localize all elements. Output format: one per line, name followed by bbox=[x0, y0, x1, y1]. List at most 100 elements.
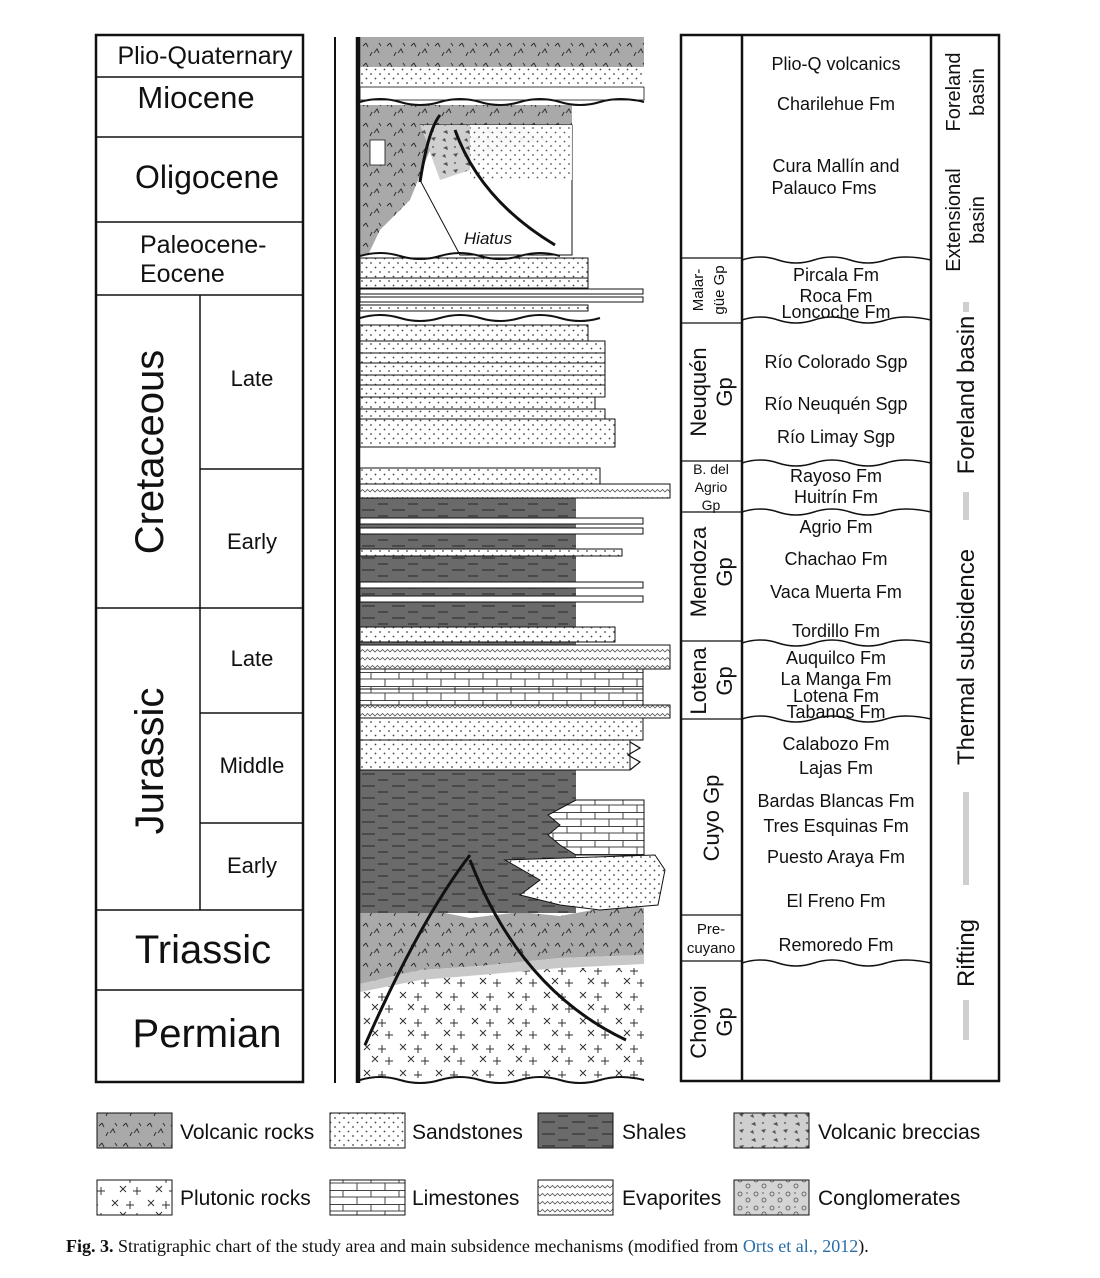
group-choiyoi-line1: Choiyoi bbox=[686, 985, 711, 1058]
age-paleocene-eocene-line2: Eocene bbox=[140, 260, 225, 288]
age-column bbox=[94, 33, 305, 1084]
mech-foreland-top-line2: basin bbox=[967, 68, 989, 116]
legend-label-conglomerates: Conglomerates bbox=[818, 1187, 960, 1210]
legend-label-limestones: Limestones bbox=[412, 1187, 519, 1210]
fm-puesto-araya: Puesto Araya Fm bbox=[767, 847, 905, 867]
legend-sandstones: Sandstones bbox=[329, 1112, 523, 1149]
caption-label: Fig. 3. bbox=[66, 1236, 114, 1256]
formation-labels: Plio-Q volcanics Charilehue Fm Cura Mall… bbox=[757, 54, 914, 955]
legend-volcanic-rocks: Volcanic rocks bbox=[96, 1112, 314, 1149]
fm-charilehue: Charilehue Fm bbox=[777, 94, 895, 114]
legend-plutonic-rocks: Plutonic rocks bbox=[96, 1179, 311, 1216]
age-labels: Plio-Quaternary Miocene Oligocene Paleoc… bbox=[117, 42, 293, 1056]
age-paleocene-eocene-line1: Paleocene- bbox=[140, 231, 266, 259]
legend-limestones: Limestones bbox=[329, 1179, 519, 1216]
legend-label-breccias: Volcanic breccias bbox=[818, 1121, 980, 1144]
mech-foreland-top-line1: Foreland bbox=[943, 53, 965, 132]
age-permian: Permian bbox=[133, 1012, 282, 1056]
fm-bardas-blancas: Bardas Blancas Fm bbox=[757, 791, 914, 811]
group-labels: Malar- güe Gp Neuquén Gp B. del Agrio Gp… bbox=[686, 265, 737, 1058]
group-choiyoi-line2: Gp bbox=[712, 1007, 737, 1036]
legend-evaporites: Evaporites bbox=[537, 1179, 721, 1216]
age-cretaceous: Cretaceous bbox=[128, 350, 172, 555]
group-malargue-line2: güe Gp bbox=[711, 265, 728, 314]
legend-swatch-conglomerates bbox=[733, 1179, 810, 1216]
legend-label-volcanic: Volcanic rocks bbox=[180, 1121, 314, 1144]
fm-tabanos: Tabanos Fm bbox=[786, 702, 885, 722]
fm-el-freno: El Freno Fm bbox=[786, 891, 885, 911]
fm-chachao: Chachao Fm bbox=[784, 549, 887, 569]
legend-label-shales: Shales bbox=[622, 1121, 686, 1144]
lithology-column: Hiatus bbox=[334, 37, 671, 1084]
age-jurassic-early: Early bbox=[227, 853, 277, 878]
fm-huitrin: Huitrín Fm bbox=[794, 487, 878, 507]
caption-end: ). bbox=[858, 1236, 869, 1256]
stratigraphic-chart: Plio-Quaternary Miocene Oligocene Paleoc… bbox=[94, 33, 1001, 1216]
mech-extensional-line1: Extensional bbox=[943, 168, 965, 271]
age-jurassic: Jurassic bbox=[128, 688, 172, 835]
age-jurassic-middle: Middle bbox=[220, 753, 285, 778]
legend-swatch-evaporites bbox=[537, 1179, 614, 1216]
legend-conglomerates: Conglomerates bbox=[733, 1179, 960, 1216]
age-miocene: Miocene bbox=[137, 80, 254, 115]
group-precuyano-line1: Pre- bbox=[697, 921, 725, 938]
caption-text: Stratigraphic chart of the study area an… bbox=[113, 1236, 743, 1256]
fm-rayoso: Rayoso Fm bbox=[790, 466, 882, 486]
fm-loncoche: Loncoche Fm bbox=[781, 302, 890, 322]
mech-rifting: Rifting bbox=[953, 919, 980, 987]
legend-label-evaporites: Evaporites bbox=[622, 1187, 721, 1210]
group-neuquen-line2: Gp bbox=[712, 377, 737, 406]
fm-cura-mallin-line2: Palauco Fms bbox=[771, 178, 876, 198]
fm-lotena: Lotena Fm bbox=[793, 686, 879, 706]
fm-rio-limay: Río Limay Sgp bbox=[777, 427, 895, 447]
fm-agrio: Agrio Fm bbox=[799, 517, 872, 537]
legend-swatch-sandstones bbox=[329, 1112, 406, 1149]
hiatus-label: Hiatus bbox=[464, 229, 513, 248]
fm-tordillo: Tordillo Fm bbox=[792, 621, 880, 641]
legend-swatch-breccias bbox=[733, 1112, 810, 1149]
legend-swatch-shales bbox=[537, 1112, 614, 1149]
legend-swatch-plutonic bbox=[96, 1179, 173, 1216]
mechanism-labels: Foreland basin Extensional basin Forelan… bbox=[943, 53, 989, 987]
fm-la-manga: La Manga Fm bbox=[780, 669, 891, 689]
group-neuquen-line1: Neuquén bbox=[686, 347, 711, 436]
legend-swatch-limestones bbox=[329, 1179, 406, 1216]
mech-extensional-line2: basin bbox=[967, 196, 989, 244]
age-plio-quaternary: Plio-Quaternary bbox=[117, 42, 293, 70]
fm-rio-neuquen: Río Neuquén Sgp bbox=[764, 394, 907, 414]
age-oligocene: Oligocene bbox=[135, 159, 279, 195]
fm-pircala: Pircala Fm bbox=[793, 265, 879, 285]
fm-vaca-muerta: Vaca Muerta Fm bbox=[770, 582, 902, 602]
figure-caption: Fig. 3. Stratigraphic chart of the study… bbox=[66, 1236, 1066, 1257]
fm-calabozo: Calabozo Fm bbox=[782, 734, 889, 754]
legend-label-sandstones: Sandstones bbox=[412, 1121, 523, 1144]
caption-reference-link[interactable]: Orts et al., 2012 bbox=[742, 1236, 859, 1256]
group-bagrio-line3: Gp bbox=[702, 497, 721, 513]
fm-plio-q: Plio-Q volcanics bbox=[771, 54, 900, 74]
fm-auquilco: Auquilco Fm bbox=[786, 648, 886, 668]
fm-lajas: Lajas Fm bbox=[799, 758, 873, 778]
mech-foreland-basin: Foreland basin bbox=[953, 316, 980, 475]
fm-roca: Roca Fm bbox=[799, 286, 872, 306]
legend-volcanic-breccias: Volcanic breccias bbox=[733, 1112, 980, 1149]
legend: Volcanic rocks Sandstones Shales Volcani… bbox=[96, 1112, 980, 1216]
age-jurassic-late: Late bbox=[231, 646, 274, 671]
age-cretaceous-early: Early bbox=[227, 529, 277, 554]
group-mendoza-line2: Gp bbox=[712, 557, 737, 586]
formation-table bbox=[679, 33, 1001, 1083]
group-bagrio-line2: Agrio bbox=[695, 479, 728, 495]
group-precuyano-line2: cuyano bbox=[687, 940, 735, 957]
group-lotena-line1: Lotena bbox=[686, 647, 711, 715]
legend-swatch-volcanic bbox=[96, 1112, 173, 1149]
fm-tres-esquinas: Tres Esquinas Fm bbox=[763, 816, 908, 836]
group-malargue-line1: Malar- bbox=[690, 269, 707, 312]
fm-rio-colorado: Río Colorado Sgp bbox=[764, 352, 907, 372]
legend-label-plutonic: Plutonic rocks bbox=[180, 1187, 311, 1210]
age-cretaceous-late: Late bbox=[231, 366, 274, 391]
group-lotena-line2: Gp bbox=[712, 666, 737, 695]
age-triassic: Triassic bbox=[135, 928, 271, 972]
legend-shales: Shales bbox=[537, 1112, 686, 1149]
group-cuyo: Cuyo Gp bbox=[699, 775, 724, 862]
fm-cura-mallin-line1: Cura Mallín and bbox=[772, 156, 899, 176]
mech-thermal-subsidence: Thermal subsidence bbox=[953, 549, 980, 765]
